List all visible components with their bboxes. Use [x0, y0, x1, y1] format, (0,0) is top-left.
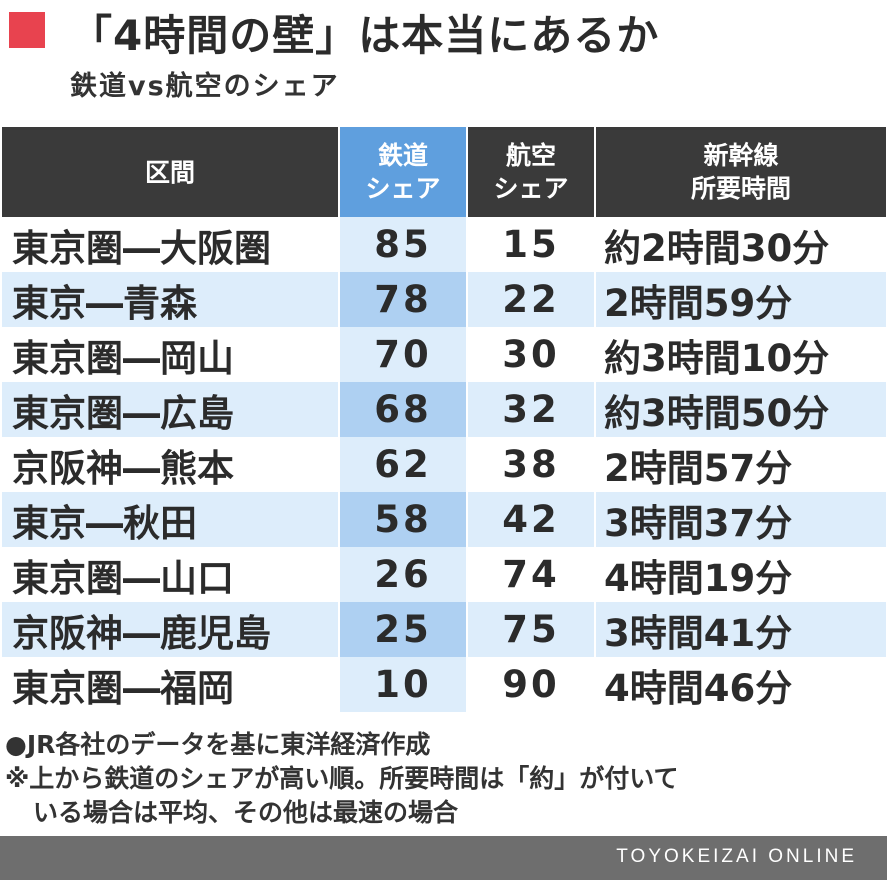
table-row: 京阪神―熊本 62 38 2時間57分 — [2, 437, 886, 492]
route-cell: 京阪神―鹿児島 — [2, 602, 340, 657]
rail-share-cell: 25 — [340, 602, 468, 657]
air-share-cell: 15 — [468, 217, 596, 272]
title-accent-square — [9, 12, 45, 48]
travel-time-cell: 約3時間10分 — [596, 327, 886, 382]
route-cell: 東京圏―広島 — [2, 382, 340, 437]
notes-block: ●JR各社のデータを基に東洋経済作成 ※上から鉄道のシェアが高い順。所要時間は「… — [5, 728, 679, 830]
rail-share-cell: 26 — [340, 547, 468, 602]
table-row: 東京圏―広島 68 32 約3時間50分 — [2, 382, 886, 437]
route-cell: 東京圏―山口 — [2, 547, 340, 602]
travel-time-cell: 2時間57分 — [596, 437, 886, 492]
rail-share-cell: 78 — [340, 272, 468, 327]
travel-time-cell: 3時間41分 — [596, 602, 886, 657]
table-row: 東京圏―岡山 70 30 約3時間10分 — [2, 327, 886, 382]
travel-time-cell: 約2時間30分 — [596, 217, 886, 272]
table-row: 東京圏―大阪圏 85 15 約2時間30分 — [2, 217, 886, 272]
table-row: 東京圏―山口 26 74 4時間19分 — [2, 547, 886, 602]
route-cell: 東京圏―岡山 — [2, 327, 340, 382]
header-route: 区間 — [2, 127, 340, 217]
rail-share-cell: 62 — [340, 437, 468, 492]
header-time-line1: 新幹線 — [703, 141, 779, 170]
rail-share-cell: 70 — [340, 327, 468, 382]
route-cell: 東京圏―大阪圏 — [2, 217, 340, 272]
rail-share-cell: 58 — [340, 492, 468, 547]
source-note: ●JR各社のデータを基に東洋経済作成 — [5, 730, 431, 759]
brand-label: TOYOKEIZAI ONLINE — [616, 846, 857, 867]
travel-time-cell: 2時間59分 — [596, 272, 886, 327]
air-share-cell: 75 — [468, 602, 596, 657]
header-travel-time: 新幹線 所要時間 — [596, 127, 886, 217]
footer-bar: TOYOKEIZAI ONLINE — [0, 836, 887, 880]
air-share-cell: 74 — [468, 547, 596, 602]
travel-time-cell: 3時間37分 — [596, 492, 886, 547]
header-route-label: 区間 — [144, 157, 195, 187]
air-share-cell: 22 — [468, 272, 596, 327]
table-row: 東京圏―福岡 10 90 4時間46分 — [2, 657, 886, 712]
route-cell: 京阪神―熊本 — [2, 437, 340, 492]
ordering-note-continued: いる場合は平均、その他は最速の場合 — [33, 798, 459, 827]
travel-time-cell: 4時間46分 — [596, 657, 886, 712]
header-time-line2: 所要時間 — [690, 174, 791, 203]
share-table: 区間 鉄道 シェア 航空 シェア 新幹線 所要時間 東京圏―大阪圏 85 15 … — [2, 127, 886, 712]
air-share-cell: 90 — [468, 657, 596, 712]
rail-share-cell: 68 — [340, 382, 468, 437]
air-share-cell: 32 — [468, 382, 596, 437]
table-row: 京阪神―鹿児島 25 75 3時間41分 — [2, 602, 886, 657]
page-title: 「4時間の壁」は本当にあるか — [70, 11, 660, 60]
route-cell: 東京―秋田 — [2, 492, 340, 547]
table-row: 東京―青森 78 22 2時間59分 — [2, 272, 886, 327]
header-rail-share: 鉄道 シェア — [340, 127, 468, 217]
table-header-row: 区間 鉄道 シェア 航空 シェア 新幹線 所要時間 — [2, 127, 886, 217]
route-cell: 東京圏―福岡 — [2, 657, 340, 712]
header-air-share: 航空 シェア — [468, 127, 596, 217]
route-cell: 東京―青森 — [2, 272, 340, 327]
header-rail-line2: シェア — [365, 174, 441, 203]
page-subtitle: 鉄道vs航空のシェア — [70, 71, 340, 102]
header-air-line2: シェア — [493, 174, 569, 203]
travel-time-cell: 4時間19分 — [596, 547, 886, 602]
rail-share-cell: 10 — [340, 657, 468, 712]
rail-share-cell: 85 — [340, 217, 468, 272]
header-air-line1: 航空 — [505, 141, 556, 170]
travel-time-cell: 約3時間50分 — [596, 382, 886, 437]
air-share-cell: 42 — [468, 492, 596, 547]
table-row: 東京―秋田 58 42 3時間37分 — [2, 492, 886, 547]
air-share-cell: 30 — [468, 327, 596, 382]
header-rail-line1: 鉄道 — [377, 141, 428, 170]
air-share-cell: 38 — [468, 437, 596, 492]
ordering-note: ※上から鉄道のシェアが高い順。所要時間は「約」が付いて — [5, 764, 679, 793]
